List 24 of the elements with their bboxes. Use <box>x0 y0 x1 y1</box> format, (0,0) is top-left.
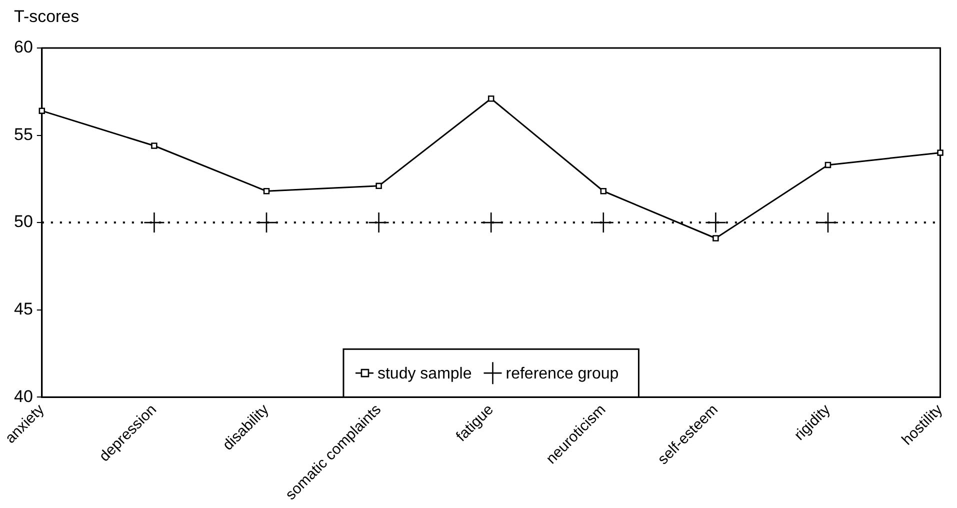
point <box>488 95 494 102</box>
y-tick-label: 40 <box>14 386 33 406</box>
point <box>144 212 165 234</box>
y-tick-label: 50 <box>14 212 33 232</box>
point <box>151 142 158 149</box>
point <box>824 162 832 168</box>
point <box>368 212 390 234</box>
y-tick-label: 60 <box>14 38 33 57</box>
point <box>705 212 726 234</box>
point <box>592 212 614 234</box>
point <box>256 212 278 234</box>
point <box>937 150 944 156</box>
point <box>38 108 46 114</box>
legend-label: study sample <box>377 365 472 382</box>
point <box>712 235 719 242</box>
legend-label: reference group <box>506 365 619 382</box>
y-axis-title: T-scores <box>14 7 80 26</box>
point <box>263 188 270 194</box>
y-tick-label: 55 <box>14 124 33 144</box>
point <box>817 212 839 234</box>
y-tick-label: 45 <box>14 300 33 318</box>
point <box>600 188 607 194</box>
point <box>480 212 502 234</box>
point <box>376 182 382 190</box>
